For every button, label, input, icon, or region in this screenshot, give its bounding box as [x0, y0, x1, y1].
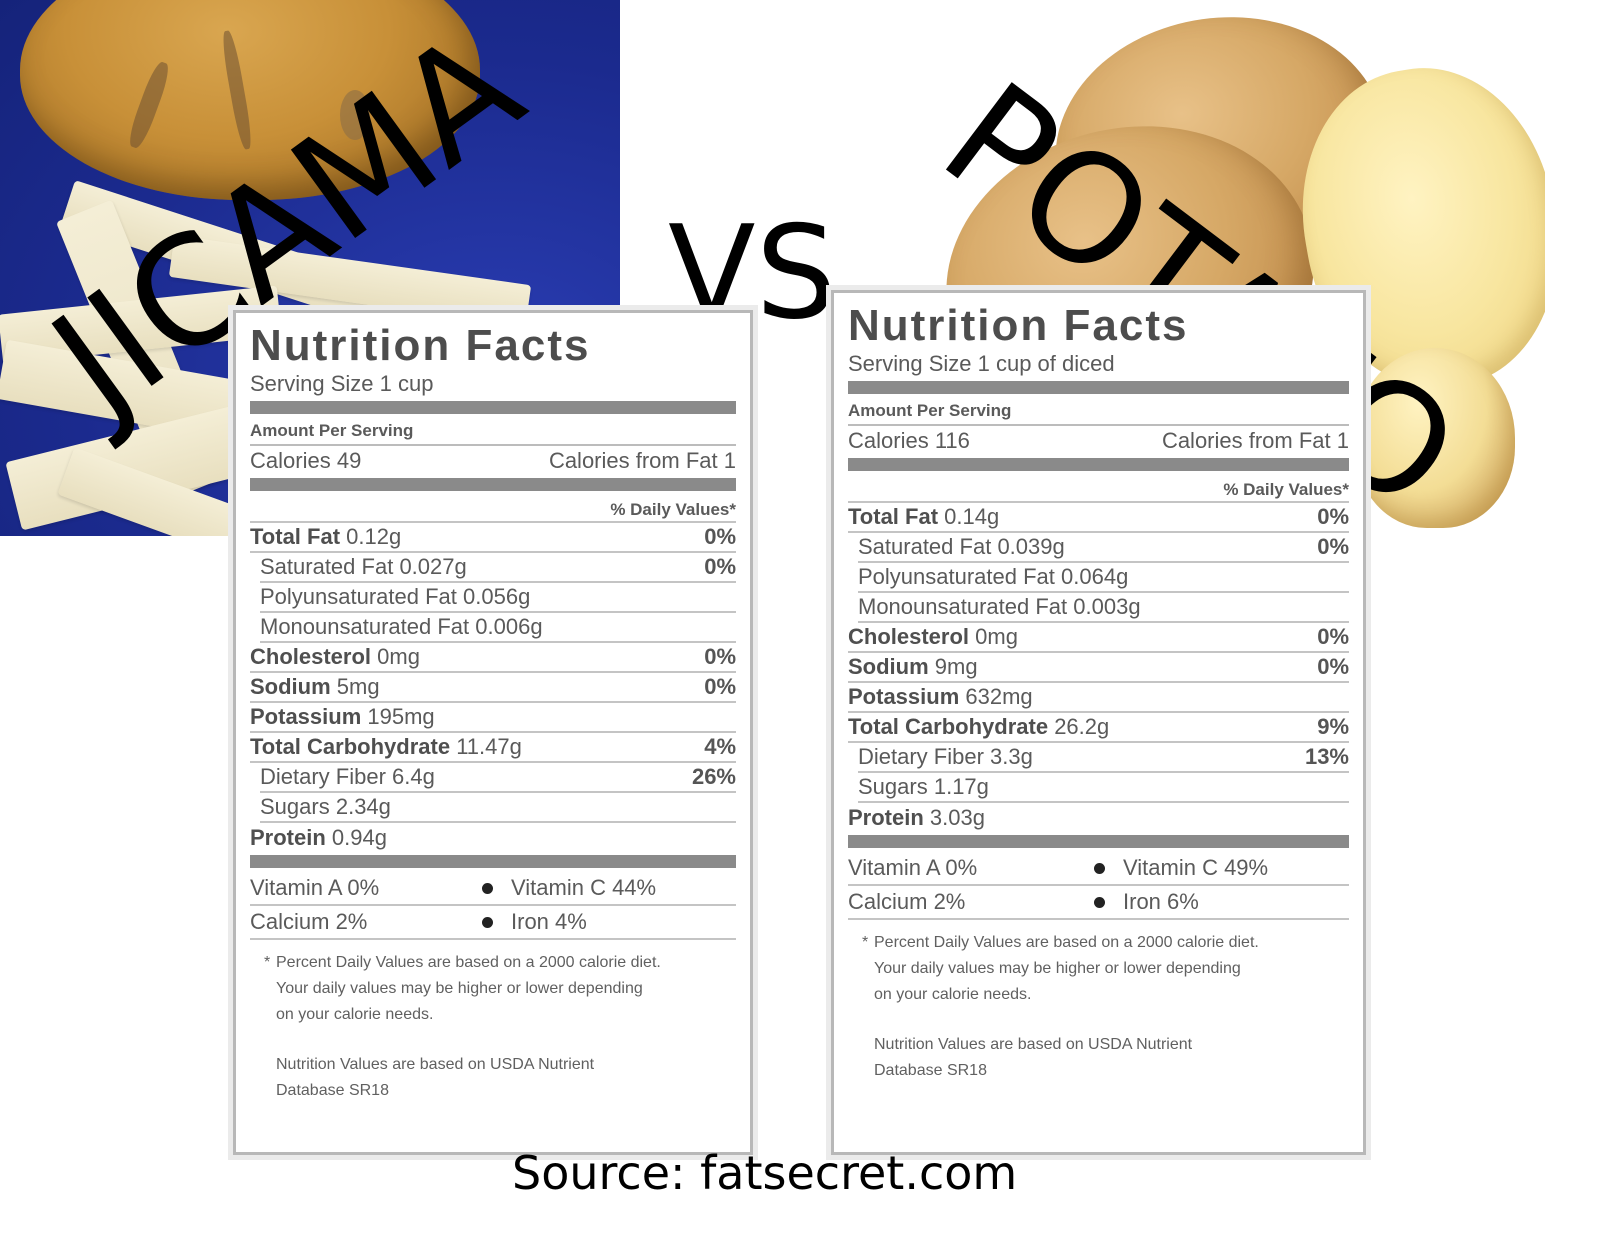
serving-size: Serving Size 1 cup [250, 371, 434, 397]
vitamin-row: Calcium 2% Iron 6% [848, 886, 1349, 921]
calories-label: Calories [250, 448, 331, 474]
nutrient-row: Polyunsaturated Fat 0.056g [260, 583, 736, 614]
nutrient-row: Polyunsaturated Fat 0.064g [858, 563, 1349, 594]
divider-thick [250, 855, 736, 869]
nutrient-row: Saturated Fat 0.027g 0% [260, 553, 736, 584]
vitamin-row: Calcium 2% Iron 4% [250, 906, 736, 941]
vitamin-row: Vitamin A 0% Vitamin C 49% [848, 852, 1349, 887]
calories-from-fat: Calories from Fat 1 [548, 448, 736, 474]
usda-note: Nutrition Values are based on USDA Nutri… [276, 1056, 595, 1074]
amount-per-serving: Amount Per Serving [250, 421, 414, 441]
jicama-photo [0, 0, 620, 536]
nutrient-row: Dietary Fiber 3.3g 13% [858, 743, 1349, 774]
bullet-icon [1094, 896, 1105, 908]
label-title: Nutrition Facts [848, 301, 1189, 350]
calories-from-fat: Calories from Fat 1 [1161, 428, 1349, 454]
serving-size: Serving Size 1 cup of diced [848, 351, 1115, 377]
nutrient-row: Dietary Fiber 6.4g 26% [260, 763, 736, 794]
vitamin-row: Vitamin A 0% Vitamin C 44% [250, 872, 736, 907]
calories-value: 116 [934, 428, 970, 454]
nutrient-row: Protein 3.03g [848, 805, 985, 831]
nutrient-row: Cholesterol 0mg 0% [250, 643, 736, 674]
calories-row: Calories 116 Calories from Fat 1 [848, 426, 1349, 456]
nutrient-row: Total Fat 0.14g 0% [848, 503, 1349, 534]
daily-values-header: % Daily Values* [848, 475, 1349, 504]
divider [250, 444, 736, 447]
daily-values-header: % Daily Values* [250, 495, 736, 524]
nutrient-row: Sodium 9mg 0% [848, 653, 1349, 684]
jicama-root-image [20, 0, 480, 200]
usda-note: Nutrition Values are based on USDA Nutri… [874, 1036, 1193, 1054]
potato-nutrition-label: Nutrition Facts Serving Size 1 cup of di… [826, 285, 1371, 1160]
divider [848, 424, 1349, 427]
divider-thick [250, 401, 736, 415]
nutrient-row: Sugars 1.17g [858, 773, 1349, 804]
footnote: * Percent Daily Values are based on a 200… [250, 950, 736, 1104]
label-title: Nutrition Facts [250, 321, 591, 370]
divider-thick [848, 835, 1349, 849]
calories-label: Calories [848, 428, 929, 454]
footnote: * Percent Daily Values are based on a 200… [848, 930, 1349, 1084]
nutrient-row: Protein 0.94g [250, 825, 387, 851]
nutrient-row: Saturated Fat 0.039g 0% [858, 533, 1349, 564]
nutrient-row: Cholesterol 0mg 0% [848, 623, 1349, 654]
divider-thick [848, 381, 1349, 395]
nutrient-row: Sugars 2.34g [260, 793, 736, 824]
bullet-icon [482, 916, 493, 928]
nutrient-row: Potassium 632mg [848, 683, 1349, 714]
nutrient-row: Potassium 195mg [250, 703, 736, 734]
amount-per-serving: Amount Per Serving [848, 401, 1012, 421]
divider-thick [250, 478, 736, 492]
nutrient-row: Total Carbohydrate 26.2g 9% [848, 713, 1349, 744]
calories-value: 49 [336, 448, 362, 474]
nutrient-row: Total Carbohydrate 11.47g 4% [250, 733, 736, 764]
bullet-icon [1094, 862, 1105, 874]
source-caption: Source: fatsecret.com [512, 1146, 1018, 1200]
jicama-nutrition-label: Nutrition Facts Serving Size 1 cup Amoun… [228, 305, 758, 1160]
nutrient-row: Monounsaturated Fat 0.003g [858, 593, 1349, 624]
divider-thick [848, 458, 1349, 472]
nutrient-row: Total Fat 0.12g 0% [250, 523, 736, 554]
bullet-icon [482, 882, 493, 894]
nutrient-row: Monounsaturated Fat 0.006g [260, 613, 736, 644]
nutrient-row: Sodium 5mg 0% [250, 673, 736, 704]
calories-row: Calories 49 Calories from Fat 1 [250, 446, 736, 476]
